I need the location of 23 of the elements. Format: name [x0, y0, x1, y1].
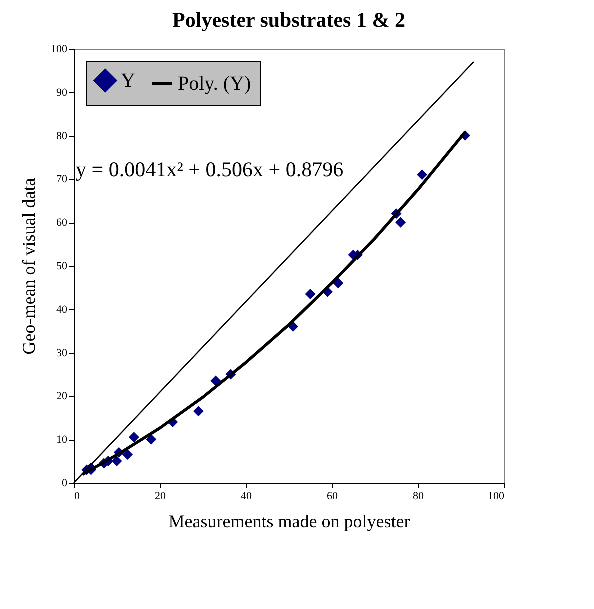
- y-tick-label: 70: [56, 174, 68, 186]
- annotation: y = 0.0041x² + 0.506x + 0.8796: [76, 158, 344, 182]
- chart-title: Polyester substrates 1 & 2: [172, 8, 406, 32]
- legend-label: Y: [121, 70, 136, 92]
- y-tick-label: 60: [56, 217, 68, 230]
- x-tick-label: 100: [488, 490, 505, 502]
- y-tick-label: 100: [51, 44, 68, 56]
- x-tick-label: 0: [74, 490, 80, 502]
- y-tick-label: 10: [56, 434, 68, 446]
- x-tick-label: 40: [241, 490, 252, 502]
- x-tick-label: 60: [327, 490, 338, 502]
- y-tick-label: 50: [56, 260, 68, 272]
- y-tick-label: 90: [56, 86, 68, 99]
- y-axis-title: Geo-mean of visual data: [19, 178, 39, 355]
- y-tick-label: 0: [62, 478, 68, 490]
- x-tick-label: 80: [413, 490, 424, 502]
- y-tick-label: 20: [56, 390, 68, 403]
- x-axis-title: Measurements made on polyester: [168, 512, 410, 532]
- y-tick-label: 40: [56, 304, 68, 316]
- y-tick-label: 30: [56, 347, 68, 360]
- legend-label: Poly. (Y): [178, 72, 252, 95]
- x-tick-label: 20: [155, 490, 166, 502]
- y-tick-label: 80: [56, 130, 68, 142]
